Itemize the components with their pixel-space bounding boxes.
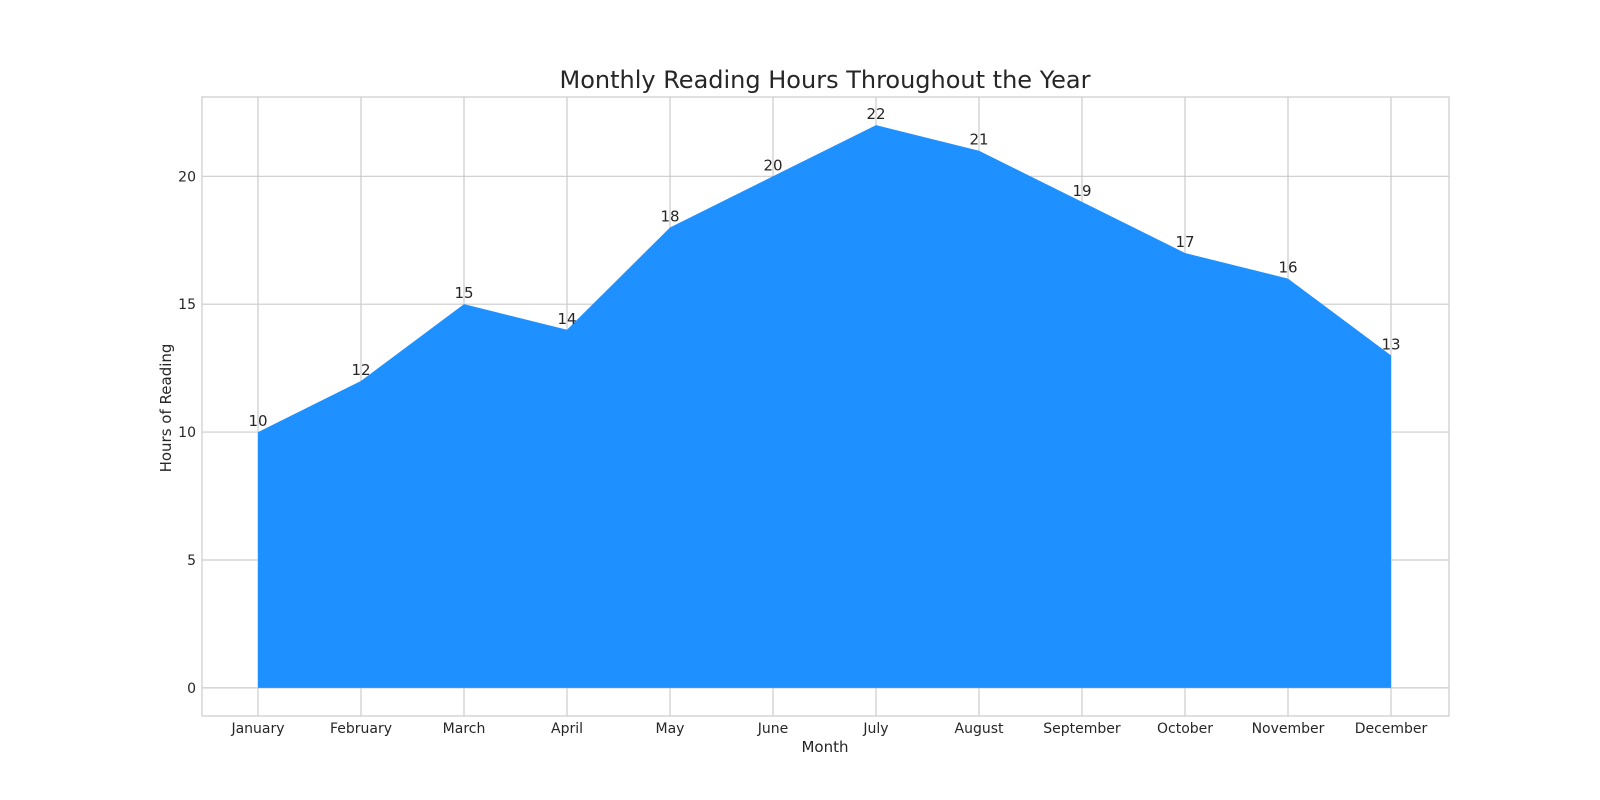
y-tick-label: 10 (178, 425, 196, 441)
data-label: 14 (557, 310, 576, 328)
x-tick-label: January (230, 721, 284, 737)
x-tick-label: June (757, 721, 789, 737)
area-series (258, 125, 1391, 688)
data-label: 12 (351, 361, 370, 379)
y-tick-label: 15 (178, 297, 196, 313)
x-tick-label: October (1157, 721, 1213, 737)
x-tick-label: April (551, 721, 583, 737)
x-tick-label: August (955, 721, 1005, 737)
data-label: 19 (1072, 182, 1091, 200)
data-label: 10 (248, 412, 267, 430)
y-axis-label: Hours of Reading (157, 344, 175, 473)
x-tick-label: February (330, 721, 392, 737)
data-label: 18 (660, 207, 679, 225)
y-tick-label: 20 (178, 169, 196, 185)
x-tick-label: December (1355, 721, 1428, 737)
x-axis-ticks: January February March April May June July Augu… (230, 721, 1427, 737)
x-tick-label: March (443, 721, 486, 737)
data-label: 17 (1175, 233, 1194, 251)
data-label: 15 (454, 284, 473, 302)
y-tick-label: 5 (187, 553, 196, 569)
chart-title: Monthly Reading Hours Throughout the Yea… (559, 66, 1090, 94)
data-label: 16 (1278, 259, 1297, 277)
data-label: 20 (763, 156, 782, 174)
y-tick-label: 0 (187, 681, 196, 697)
x-tick-label: November (1252, 721, 1325, 737)
plot-frame (201, 96, 1450, 717)
data-labels: 10 12 15 14 18 20 22 21 19 17 16 13 (248, 105, 1400, 430)
x-tick-label: September (1043, 721, 1121, 737)
x-tick-label: July (862, 721, 888, 737)
data-label: 21 (969, 131, 988, 149)
x-tick-label: May (656, 721, 685, 737)
x-axis-label: Month (801, 738, 848, 756)
data-label: 13 (1381, 335, 1400, 353)
data-label: 22 (866, 105, 885, 123)
y-axis-ticks: 0 5 10 15 20 (178, 169, 196, 697)
